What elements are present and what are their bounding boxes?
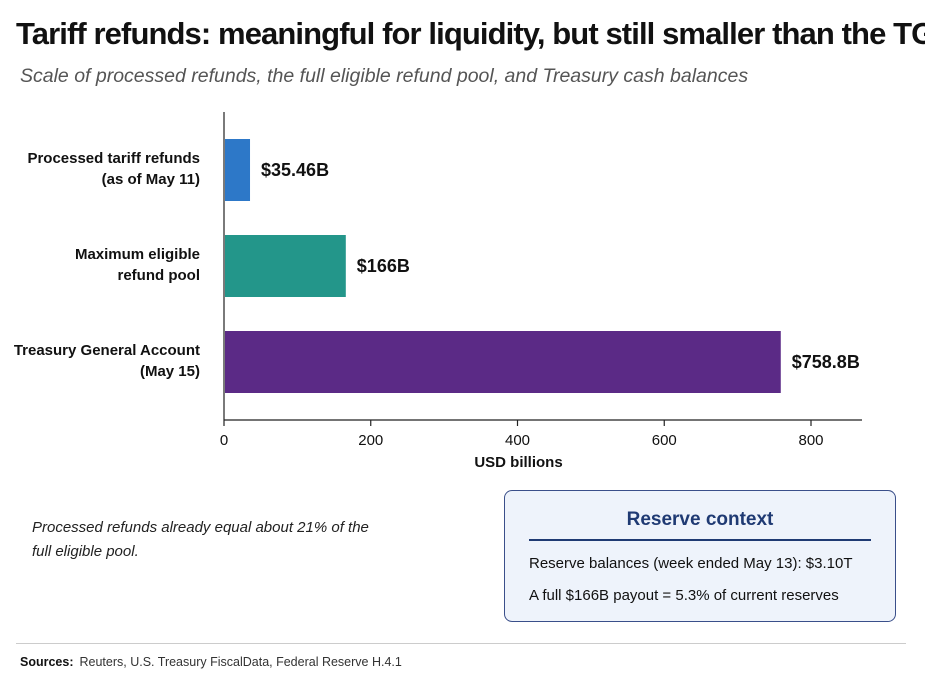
- bar-0: [225, 139, 251, 201]
- bar-chart: 0 200 400 600 800 USD billions $35.46B Process…: [14, 112, 862, 471]
- sources-label: Sources:: [20, 655, 74, 669]
- pool-share-note: Processed refunds already equal about 21…: [32, 519, 369, 560]
- category-label-1-1: refund pool: [118, 267, 201, 284]
- payout-share-line: A full $166B payout = 5.3% of current re…: [529, 587, 839, 604]
- footer-divider: [16, 643, 906, 644]
- axis-layer: 0 200 400 600 800 USD billions: [220, 112, 862, 471]
- category-label-0-1: (as of May 11): [102, 171, 200, 188]
- reserve-context-box: Reserve context Reserve balances (week e…: [504, 490, 896, 622]
- chart-subtitle: Scale of processed refunds, the full eli…: [20, 65, 749, 87]
- labels-layer: $35.46B Processed tariff refunds (as of Ma…: [14, 150, 860, 380]
- category-label-2-1: (May 15): [140, 363, 200, 380]
- reserve-context-title: Reserve context: [626, 509, 774, 530]
- bars-layer: [225, 139, 781, 393]
- category-label-0-0: Processed tariff refunds: [27, 150, 200, 167]
- category-label-1-0: Maximum eligible: [75, 246, 200, 263]
- x-tick-label-4: 800: [798, 432, 823, 449]
- category-label-2-0: Treasury General Account: [14, 342, 200, 359]
- sources-text: Reuters, U.S. Treasury FiscalData, Feder…: [79, 655, 402, 669]
- x-tick-label-1: 200: [358, 432, 383, 449]
- bar-2: [225, 331, 781, 393]
- x-tick-label-0: 0: [220, 432, 228, 449]
- bar-1: [225, 235, 346, 297]
- reserve-context-divider: [529, 539, 871, 541]
- x-axis-title: USD billions: [474, 454, 562, 471]
- value-label-0: $35.46B: [261, 160, 329, 180]
- x-tick-label-3: 600: [652, 432, 677, 449]
- value-label-2: $758.8B: [792, 352, 860, 372]
- x-tick-label-2: 400: [505, 432, 530, 449]
- sources-footer: Sources: Reuters, U.S. Treasury FiscalDat…: [20, 655, 402, 669]
- chart-title: Tariff refunds: meaningful for liquidity…: [16, 16, 925, 51]
- reserve-balances-line: Reserve balances (week ended May 13): $3…: [529, 555, 853, 572]
- value-label-1: $166B: [357, 256, 410, 276]
